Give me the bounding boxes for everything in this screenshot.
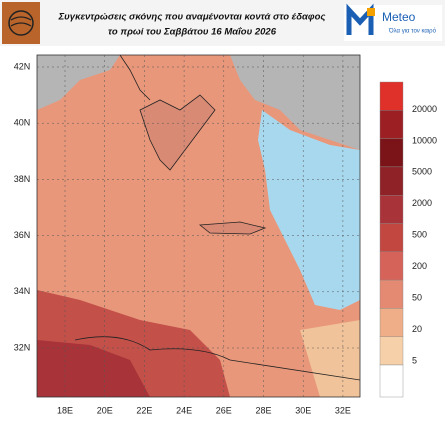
colorbar-label: 50	[412, 292, 422, 302]
sea-east	[258, 110, 360, 310]
colorbar-label: 10000	[412, 135, 437, 145]
lon-label: 30E	[295, 405, 311, 415]
icon-circle	[8, 10, 34, 36]
colorbar-box	[379, 336, 404, 366]
colorbar-box	[379, 110, 404, 139]
colorbar: 20000 10000 5000 2000 500 200 50 20 5	[379, 81, 437, 398]
crete	[198, 221, 267, 235]
coast-adriatic	[119, 55, 151, 101]
coast-africa	[74, 336, 360, 381]
colorbar-box	[379, 308, 404, 337]
colorbar-label: 5000	[412, 167, 432, 177]
lon-label: 22E	[136, 405, 152, 415]
lon-label: 28E	[255, 405, 271, 415]
lat-label: 36N	[14, 230, 31, 240]
logo-name: Meteo	[382, 10, 416, 24]
lat-label: 42N	[14, 61, 31, 71]
colorbar-label: 5	[412, 355, 417, 365]
colorbar-box	[379, 81, 404, 111]
colorbar-box	[379, 251, 404, 281]
dust-heaviest	[37, 340, 150, 397]
colorbar-box	[379, 279, 404, 309]
colorbar-label: 2000	[412, 198, 432, 208]
colorbar-box	[379, 138, 404, 168]
logo-tagline: Όλα για τον καιρό	[388, 28, 437, 35]
lat-label: 40N	[14, 118, 31, 128]
colorbar-label: 20	[412, 324, 422, 334]
map-frame	[36, 54, 361, 398]
greece	[139, 94, 216, 171]
lon-label: 24E	[176, 405, 192, 415]
icon-wind	[10, 16, 32, 27]
lat-label: 32N	[14, 342, 31, 352]
colorbar-box	[379, 223, 404, 252]
colorbar-box	[379, 194, 404, 224]
title-line1: Συγκεντρώσεις σκόνης που αναμένονται κον…	[58, 12, 327, 23]
logo-m	[346, 3, 374, 35]
land-nw	[37, 55, 120, 110]
lon-label: 32E	[335, 405, 351, 415]
colorbar-label: 500	[412, 230, 427, 240]
title-line2: το πρωί του Σαββάτου 16 Μαΐου 2026	[108, 27, 277, 38]
logo-dot	[367, 8, 375, 16]
lon-label: 20E	[97, 405, 113, 415]
colorbar-label: 20000	[412, 104, 437, 114]
lon-label: 18E	[57, 405, 73, 415]
colorbar-label: 200	[412, 261, 427, 271]
lat-label: 38N	[14, 174, 31, 184]
lon-label: 26E	[216, 405, 232, 415]
colorbar-box	[379, 364, 404, 398]
lat-label: 34N	[14, 286, 31, 296]
map-area	[37, 55, 360, 397]
colorbar-box	[379, 166, 404, 196]
land-turkey	[230, 55, 360, 150]
